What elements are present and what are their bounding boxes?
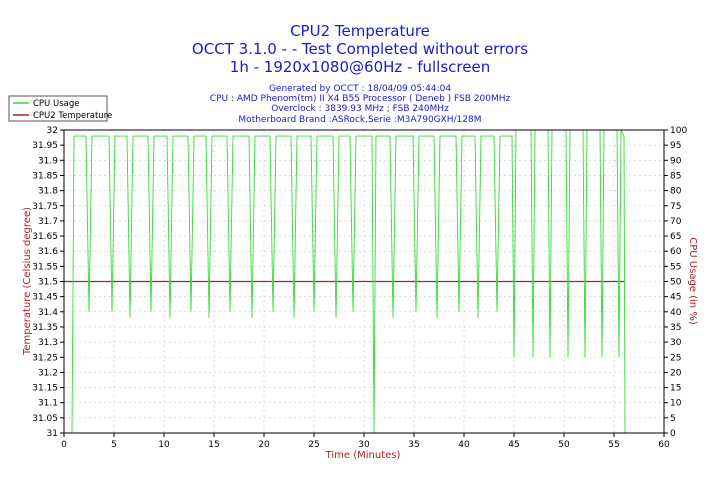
- x-tick-label: 30: [358, 440, 370, 450]
- info-motherboard: Motherboard Brand :ASRock,Serie :M3A790G…: [238, 115, 481, 125]
- x-tick-label: 35: [408, 440, 419, 450]
- y-tick-label-right: 30: [670, 338, 682, 348]
- x-axis-label: Time (Minutes): [325, 450, 401, 461]
- y-tick-label-left: 31.5: [38, 278, 58, 288]
- legend-label-cpu-usage: CPU Usage: [33, 99, 79, 109]
- info-cpu: CPU : AMD Phenom(tm) II X4 B55 Processor…: [210, 94, 511, 104]
- x-tick-label: 0: [61, 440, 67, 450]
- x-tick-label: 60: [658, 440, 670, 450]
- y-tick-label-right: 75: [670, 202, 681, 212]
- chart-subtitle-2: 1h - 1920x1080@60Hz - fullscreen: [230, 58, 490, 76]
- x-tick-label: 20: [258, 440, 270, 450]
- y-tick-label-left: 31.55: [32, 262, 58, 272]
- y-tick-label-left: 31.75: [32, 202, 58, 212]
- y-tick-label-left: 31.1: [38, 399, 58, 409]
- y-tick-label-left: 31.7: [38, 217, 58, 227]
- y-tick-label-left: 31.35: [32, 323, 58, 333]
- y-tick-label-left: 31.25: [32, 353, 58, 363]
- x-tick-label: 25: [308, 440, 319, 450]
- y-tick-label-left: 31: [47, 429, 58, 439]
- y-tick-label-left: 31.3: [38, 338, 58, 348]
- y-tick-label-left: 31.4: [38, 308, 58, 318]
- y-tick-label-right: 55: [670, 262, 681, 272]
- y-tick-label-right: 20: [670, 368, 682, 378]
- y-tick-label-right: 95: [670, 141, 681, 151]
- x-tick-label: 40: [458, 440, 470, 450]
- y-tick-label-right: 45: [670, 293, 681, 303]
- axes: 31 31.05 31.1 31.15 31.2 31.25 31.3 31.35 31.4 31…: [32, 126, 687, 450]
- y-tick-label-left: 32: [47, 126, 58, 136]
- y-tick-label-left: 31.9: [38, 156, 58, 166]
- y-tick-label-right: 90: [670, 156, 682, 166]
- y-tick-label-left: 31.8: [38, 187, 58, 197]
- y-tick-label-left: 31.6: [38, 247, 58, 257]
- legend-box: [8, 95, 108, 122]
- y-tick-label-right: 35: [670, 323, 681, 333]
- legend: CPU Usage CPU2 Temperature: [8, 95, 112, 122]
- plot-border: [63, 129, 665, 434]
- x-tick-label: 55: [608, 440, 619, 450]
- y-tick-label-right: 5: [670, 414, 676, 424]
- chart-title: CPU2 Temperature: [290, 22, 430, 40]
- y-tick-label-left: 31.15: [32, 384, 58, 394]
- x-tick-label: 15: [208, 440, 219, 450]
- grid: [64, 130, 664, 433]
- y-tick-label-right: 70: [670, 217, 682, 227]
- info-generated: Generated by OCCT : 18/04/09 05:44:04: [269, 84, 451, 94]
- x-tick-label: 50: [558, 440, 570, 450]
- y-tick-label-left: 31.85: [32, 171, 58, 181]
- y-tick-label-right: 100: [670, 126, 687, 136]
- chart-subtitle: OCCT 3.1.0 - - Test Completed without er…: [192, 40, 528, 58]
- y-tick-label-left: 31.65: [32, 232, 58, 242]
- info-overclock: Overclock : 3839.93 MHz ; FSB 240MHz: [271, 104, 449, 114]
- series: [64, 129, 626, 434]
- y-tick-label-right: 10: [670, 399, 682, 409]
- y-axis-label-left: Temperature (Celsius degree): [22, 207, 33, 356]
- y-axis-label-right: CPU Usage (in %): [687, 237, 698, 325]
- series-cpu-usage-line: [64, 129, 626, 434]
- x-tick-label: 45: [508, 440, 519, 450]
- y-tick-label-left: 31.05: [32, 414, 58, 424]
- y-tick-label-right: 85: [670, 171, 681, 181]
- y-tick-label-right: 60: [670, 247, 682, 257]
- legend-label-cpu2-temperature: CPU2 Temperature: [33, 111, 112, 121]
- y-tick-label-right: 0: [670, 429, 676, 439]
- y-tick-label-left: 31.2: [38, 368, 58, 378]
- y-tick-label-left: 31.95: [32, 141, 58, 151]
- y-tick-label-left: 31.45: [32, 293, 58, 303]
- y-tick-label-right: 80: [670, 187, 682, 197]
- y-tick-label-right: 65: [670, 232, 681, 242]
- y-tick-label-right: 50: [670, 278, 682, 288]
- y-tick-label-right: 25: [670, 353, 681, 363]
- x-tick-label: 10: [158, 440, 170, 450]
- y-tick-label-right: 40: [670, 308, 682, 318]
- y-tick-label-right: 15: [670, 384, 681, 394]
- x-tick-label: 5: [111, 440, 117, 450]
